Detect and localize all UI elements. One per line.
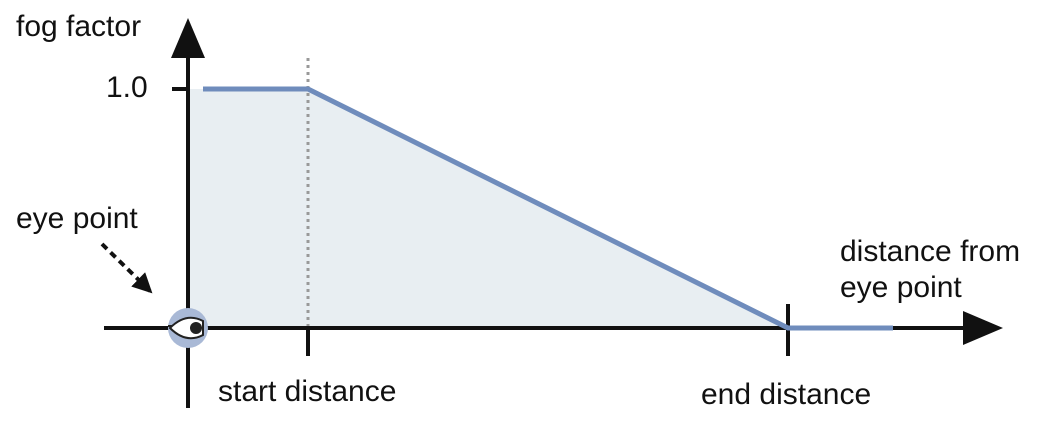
- x-axis-label-line2: eye point: [840, 271, 962, 304]
- end-distance-label: end distance: [701, 378, 872, 411]
- y-axis-label: fog factor: [16, 10, 142, 43]
- y-tick-label: 1.0: [106, 71, 148, 104]
- eye-icon: [168, 308, 208, 348]
- fog-factor-curve: [203, 86, 893, 331]
- eye-pointer-arrow: [100, 242, 153, 294]
- x-axis-label: distance from eye point: [840, 234, 1020, 306]
- fog-area-fill: [188, 89, 788, 328]
- x-axis-label-line1: distance from: [840, 235, 1021, 268]
- y-axis-arrowhead: [171, 18, 205, 58]
- start-distance-label: start distance: [218, 375, 397, 408]
- x-axis-arrowhead: [963, 311, 1003, 345]
- eye-point-label: eye point: [16, 202, 138, 235]
